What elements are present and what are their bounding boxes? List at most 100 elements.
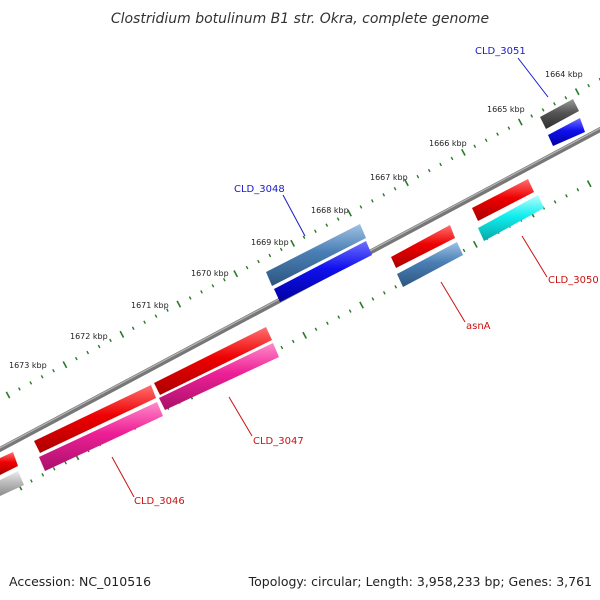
scale-labels: 1664 kbp 1665 kbp 1666 kbp 1667 kbp 1668… [9,70,583,370]
outer-ring-tick [393,187,397,191]
accession-text: Accession: NC_010516 [9,574,151,589]
outer-ring-tick [166,308,169,312]
gene-labels: CLD_3051 CLD_3048 CLD_3050 asnA CLD_3047… [134,46,599,507]
gene-red-left-edge[interactable] [0,452,18,475]
gene-asnA-upper[interactable] [391,225,455,268]
inner-ring-tick [291,339,295,344]
gene-CLD_3047-upper[interactable] [154,327,272,395]
outer-ring-tick [97,344,101,349]
outer-ring-tick [359,205,363,209]
scale-label-1669: 1669 kbp [251,238,289,247]
outer-ring-tick [370,199,374,203]
outer-ring-tick [290,239,296,247]
inner-ring-tick [337,315,341,319]
outer-ring-tick [382,193,386,197]
outer-ring-tick [74,356,78,361]
outer-ring-tick [86,350,90,355]
outer-ring-tick [553,102,556,106]
outer-ring-tick [541,108,545,112]
inner-ring-tick [472,240,478,248]
gene-CLD_3046[interactable] [39,402,163,471]
scale-label-1665: 1665 kbp [487,105,525,114]
gene-blue-right[interactable] [548,118,585,146]
inner-ring-tick [371,297,375,301]
inner-ring-tick [41,473,45,477]
inner-ring-tick [382,291,386,295]
outer-ring-tick [200,290,203,294]
outer-ring-tick [314,229,317,233]
scale-label-1666: 1666 kbp [429,139,467,148]
gene-CLD_3047[interactable] [159,343,279,410]
inner-ring-tick [565,194,568,198]
outer-ring-tick [450,156,454,161]
scale-label-1673: 1673 kbp [9,361,47,370]
outer-ring-tick [564,96,568,100]
outer-ring-tick [5,391,11,399]
callout-line-CLD_3051 [517,57,549,98]
inner-ring-tick [462,248,466,253]
scale-label-1670: 1670 kbp [191,269,229,278]
gene-CLD_3050[interactable] [478,195,544,241]
inner-ring-tick [302,331,308,339]
scale-label-1672: 1672 kbp [70,332,108,341]
gene-CLD_3051-forward[interactable] [540,99,579,129]
outer-ring-tick [131,326,135,331]
inner-ring-tick [348,309,352,313]
outer-ring-tick [245,265,249,270]
reverse-strand-genes [0,118,585,496]
gene-gray-left-edge[interactable] [0,471,24,496]
outer-tick-ring [5,77,600,399]
outer-ring-tick [517,118,523,126]
gene-label-CLD_3051[interactable]: CLD_3051 [475,46,526,57]
inner-ring-tick [394,285,398,289]
outer-ring-tick [530,114,534,118]
outer-ring-tick [484,138,488,142]
outer-ring-tick [302,235,306,240]
inner-ring-tick [64,460,67,465]
gene-label-CLD_3050[interactable]: CLD_3050 [548,275,599,286]
callout-line-CLD_3050 [521,235,548,278]
outer-ring-tick [325,223,329,227]
outer-ring-tick [176,300,182,308]
scale-label-1671: 1671 kbp [131,301,169,310]
inner-ring-tick [553,200,557,204]
outer-ring-tick [188,296,192,300]
gene-label-CLD_3047[interactable]: CLD_3047 [253,436,304,447]
scale-label-1668: 1668 kbp [311,206,349,215]
outer-ring-tick [587,83,590,88]
outer-ring-tick [154,314,158,318]
gene-CLD_3046-upper[interactable] [34,385,156,453]
inner-ring-tick [586,180,592,188]
gene-CLD_3048[interactable] [266,224,366,286]
outer-ring-tick [336,217,340,221]
map-title: Clostridium botulinum B1 str. Okra, comp… [111,11,489,27]
outer-ring-tick [574,88,580,96]
outer-ring-tick [18,387,21,391]
outer-ring-tick [473,144,477,149]
gene-label-CLD_3046[interactable]: CLD_3046 [134,496,185,507]
outer-ring-tick [143,320,146,324]
inner-ring-tick [326,321,329,325]
genome-summary-text: Topology: circular; Length: 3,958,233 bp… [248,574,592,589]
callout-line-CLD_3046 [111,456,135,498]
outer-ring-tick [29,381,33,385]
scale-label-1664: 1664 kbp [545,70,583,79]
outer-ring-tick [496,132,499,136]
outer-ring-tick [257,259,260,264]
gene-label-CLD_3048[interactable]: CLD_3048 [234,184,285,195]
outer-ring-tick [119,330,125,338]
outer-ring-tick [439,162,442,167]
gene-blue-middle[interactable] [274,241,372,302]
forward-strand-genes [0,99,579,475]
outer-ring-tick [347,209,352,217]
inner-ring-tick [30,479,33,483]
outer-ring-tick [62,361,68,369]
inner-ring-tick [359,301,364,309]
outer-ring-tick [427,168,431,173]
callout-line-CLD_3047 [228,396,253,437]
inner-ring-tick [314,327,318,332]
gene-label-asnA[interactable]: asnA [466,321,491,332]
gene-asnA[interactable] [397,242,463,287]
gene-red-upper-right[interactable] [472,179,534,221]
outer-ring-tick [109,338,112,343]
